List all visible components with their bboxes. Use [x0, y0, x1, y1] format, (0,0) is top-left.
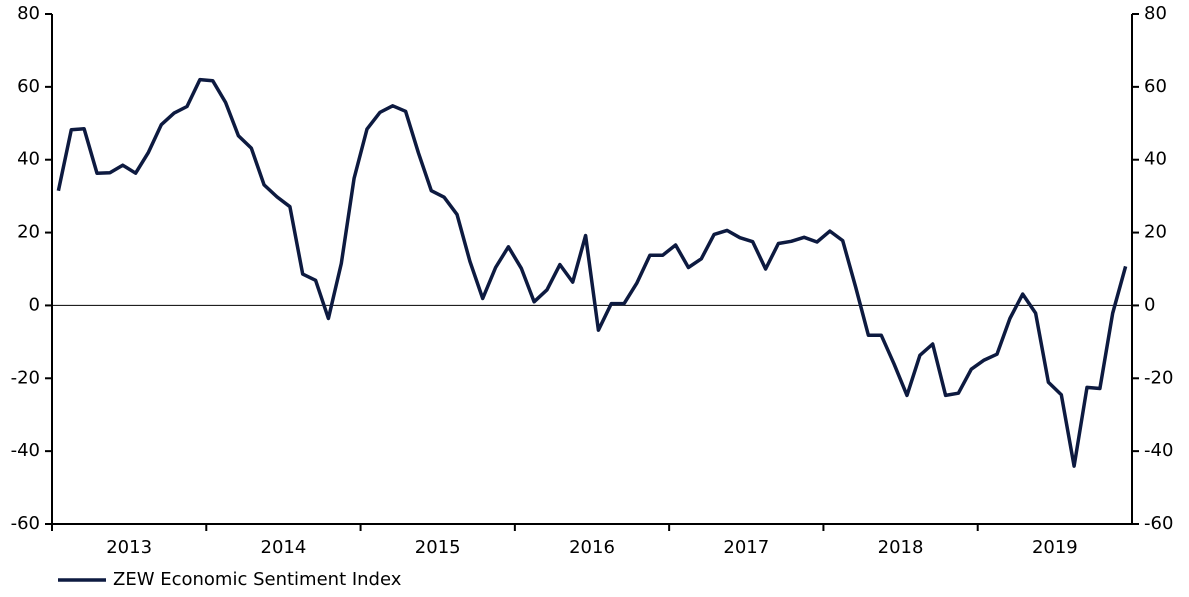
y2-tick-label: 20	[1144, 222, 1167, 243]
y-tick-label: 0	[29, 294, 40, 315]
y2-tick-label: 80	[1144, 3, 1167, 24]
y2-tick-label: -60	[1144, 513, 1173, 534]
series-line	[56, 77, 1128, 468]
x-tick-label: 2019	[1032, 537, 1078, 558]
x-tick-label: 2014	[261, 537, 307, 558]
y2-tick-label: -40	[1144, 440, 1173, 461]
y-tick-label: -20	[11, 367, 40, 388]
y-tick-label: 80	[17, 3, 40, 24]
x-tick-label: 2016	[569, 537, 615, 558]
legend-label: ZEW Economic Sentiment Index	[113, 569, 402, 590]
y-tick-label: -60	[11, 513, 40, 534]
y-tick-label: 60	[17, 76, 40, 97]
y2-tick-label: 0	[1144, 294, 1155, 315]
x-tick-label: 2018	[878, 537, 924, 558]
x-tick-label: 2013	[106, 537, 152, 558]
y2-tick-label: -20	[1144, 367, 1173, 388]
x-tick-label: 2015	[415, 537, 461, 558]
y-tick-label: 20	[17, 222, 40, 243]
y2-tick-label: 60	[1144, 76, 1167, 97]
y2-tick-label: 40	[1144, 149, 1167, 170]
y-tick-label: 40	[17, 149, 40, 170]
x-tick-label: 2017	[723, 537, 769, 558]
y-tick-label: -40	[11, 440, 40, 461]
